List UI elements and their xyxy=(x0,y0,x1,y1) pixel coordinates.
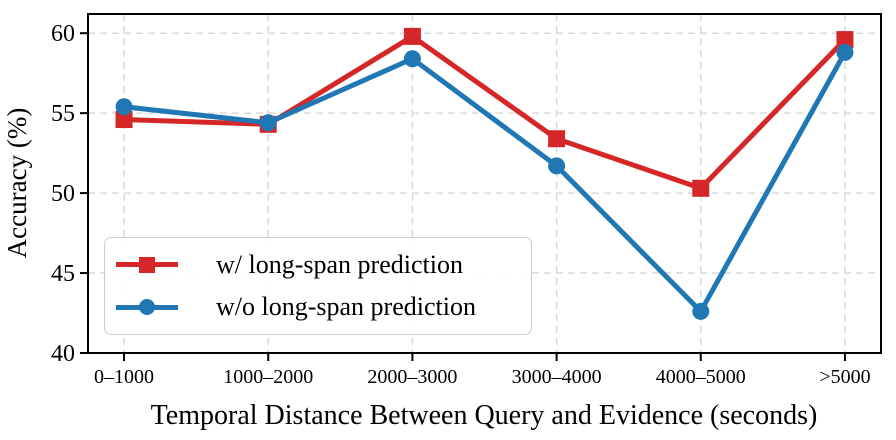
legend: w/ long-span prediction w/o long-span pr… xyxy=(104,237,532,335)
series-layer xyxy=(115,27,854,320)
legend-swatch-blue-circle xyxy=(116,298,178,316)
axis-tick-labels: 40 45 50 55 60 0–1000 1000–2000 2000–3000 3000–4… xyxy=(51,21,871,388)
data-point-square xyxy=(836,31,854,49)
legend-label: w/o long-span prediction xyxy=(216,292,476,322)
legend-swatch-red-square xyxy=(116,256,178,274)
y-tick-label: 45 xyxy=(51,261,75,287)
data-point-circle xyxy=(259,114,277,132)
series-line-0 xyxy=(123,33,847,192)
data-point-circle xyxy=(692,302,710,320)
y-axis-title: Accuracy (%) xyxy=(2,108,32,259)
data-point-circle xyxy=(115,98,133,116)
square-marker-icon xyxy=(139,256,155,273)
x-axis-title: Temporal Distance Between Query and Evid… xyxy=(151,400,818,431)
x-tick-label: 1000–2000 xyxy=(223,366,313,388)
x-tick-label: 2000–3000 xyxy=(367,366,457,388)
data-point-circle xyxy=(836,43,854,61)
data-point-circle xyxy=(548,157,566,175)
x-tick-label: 3000–4000 xyxy=(512,366,602,388)
axis-ticks xyxy=(80,32,846,361)
y-tick-label: 60 xyxy=(51,21,75,47)
x-tick-label: 0–1000 xyxy=(94,366,154,388)
y-tick-label: 50 xyxy=(51,181,75,207)
legend-label: w/ long-span prediction xyxy=(216,249,463,279)
x-tick-label: >5000 xyxy=(819,366,870,388)
data-point-square xyxy=(692,179,710,197)
data-point-circle xyxy=(403,50,421,68)
legend-item-wo-long-span: w/o long-span prediction xyxy=(105,287,531,327)
data-point-square xyxy=(548,130,566,148)
y-tick-label: 40 xyxy=(51,341,75,367)
data-point-square xyxy=(403,27,421,45)
legend-item-w-long-span: w/ long-span prediction xyxy=(105,245,531,285)
x-tick-label: 4000–5000 xyxy=(656,366,746,388)
series-line-1 xyxy=(123,51,848,316)
plot-border xyxy=(87,13,882,354)
y-tick-label: 55 xyxy=(51,101,75,127)
circle-marker-icon xyxy=(139,299,155,316)
data-point-square xyxy=(115,111,133,129)
